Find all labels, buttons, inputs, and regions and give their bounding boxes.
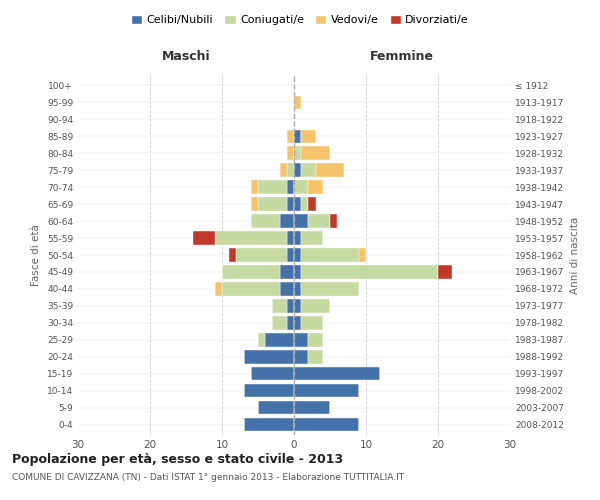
Bar (287, 232, 294, 244)
Text: COMUNE DI CAVIZZANA (TN) - Dati ISTAT 1° gennaio 2013 - Elaborazione TUTTITALIA.: COMUNE DI CAVIZZANA (TN) - Dati ISTAT 1°… (12, 472, 404, 482)
Bar (280, 164, 287, 176)
Bar (236, 248, 287, 262)
Bar (258, 180, 287, 194)
Bar (251, 367, 294, 380)
Bar (294, 384, 359, 398)
Bar (251, 198, 258, 210)
Y-axis label: Anni di nascita: Anni di nascita (569, 216, 580, 294)
Bar (301, 198, 308, 210)
Bar (287, 198, 294, 210)
Bar (287, 248, 294, 262)
Bar (301, 232, 323, 244)
Bar (308, 214, 330, 228)
Bar (301, 300, 330, 312)
Bar (222, 282, 280, 296)
Bar (215, 232, 287, 244)
Bar (330, 214, 337, 228)
Bar (258, 334, 265, 346)
Bar (294, 96, 301, 109)
Bar (294, 334, 308, 346)
Bar (229, 248, 236, 262)
Bar (294, 130, 301, 143)
Bar (287, 130, 294, 143)
Bar (294, 180, 308, 194)
Bar (294, 164, 301, 176)
Bar (301, 282, 359, 296)
Bar (244, 384, 294, 398)
Bar (287, 300, 294, 312)
Bar (294, 367, 380, 380)
Bar (287, 180, 294, 194)
Bar (438, 266, 452, 278)
Bar (294, 198, 301, 210)
Bar (272, 316, 287, 330)
Text: Femmine: Femmine (370, 50, 434, 63)
Bar (193, 232, 215, 244)
Bar (244, 418, 294, 432)
Bar (294, 214, 308, 228)
Bar (294, 418, 359, 432)
Bar (301, 146, 330, 160)
Text: Popolazione per età, sesso e stato civile - 2013: Popolazione per età, sesso e stato civil… (12, 452, 343, 466)
Bar (301, 266, 438, 278)
Bar (308, 198, 316, 210)
Bar (301, 248, 359, 262)
Legend: Celibi/Nubili, Coniugati/e, Vedovi/e, Divorziati/e: Celibi/Nubili, Coniugati/e, Vedovi/e, Di… (127, 10, 473, 30)
Bar (301, 316, 323, 330)
Bar (294, 248, 301, 262)
Bar (294, 282, 301, 296)
Bar (316, 164, 344, 176)
Bar (258, 198, 287, 210)
Bar (280, 214, 294, 228)
Y-axis label: Fasce di età: Fasce di età (31, 224, 41, 286)
Bar (287, 146, 294, 160)
Bar (244, 350, 294, 364)
Bar (294, 316, 301, 330)
Bar (251, 180, 258, 194)
Bar (265, 334, 294, 346)
Bar (272, 300, 287, 312)
Bar (308, 350, 323, 364)
Bar (251, 214, 280, 228)
Bar (308, 180, 323, 194)
Text: Maschi: Maschi (161, 50, 211, 63)
Bar (294, 146, 301, 160)
Bar (308, 334, 323, 346)
Bar (258, 401, 294, 414)
Bar (294, 401, 330, 414)
Bar (280, 282, 294, 296)
Bar (294, 350, 308, 364)
Bar (359, 248, 366, 262)
Bar (280, 266, 294, 278)
Bar (301, 130, 316, 143)
Bar (294, 266, 301, 278)
Bar (294, 232, 301, 244)
Bar (287, 316, 294, 330)
Bar (215, 282, 222, 296)
Bar (287, 164, 294, 176)
Bar (301, 164, 316, 176)
Bar (222, 266, 280, 278)
Bar (294, 300, 301, 312)
